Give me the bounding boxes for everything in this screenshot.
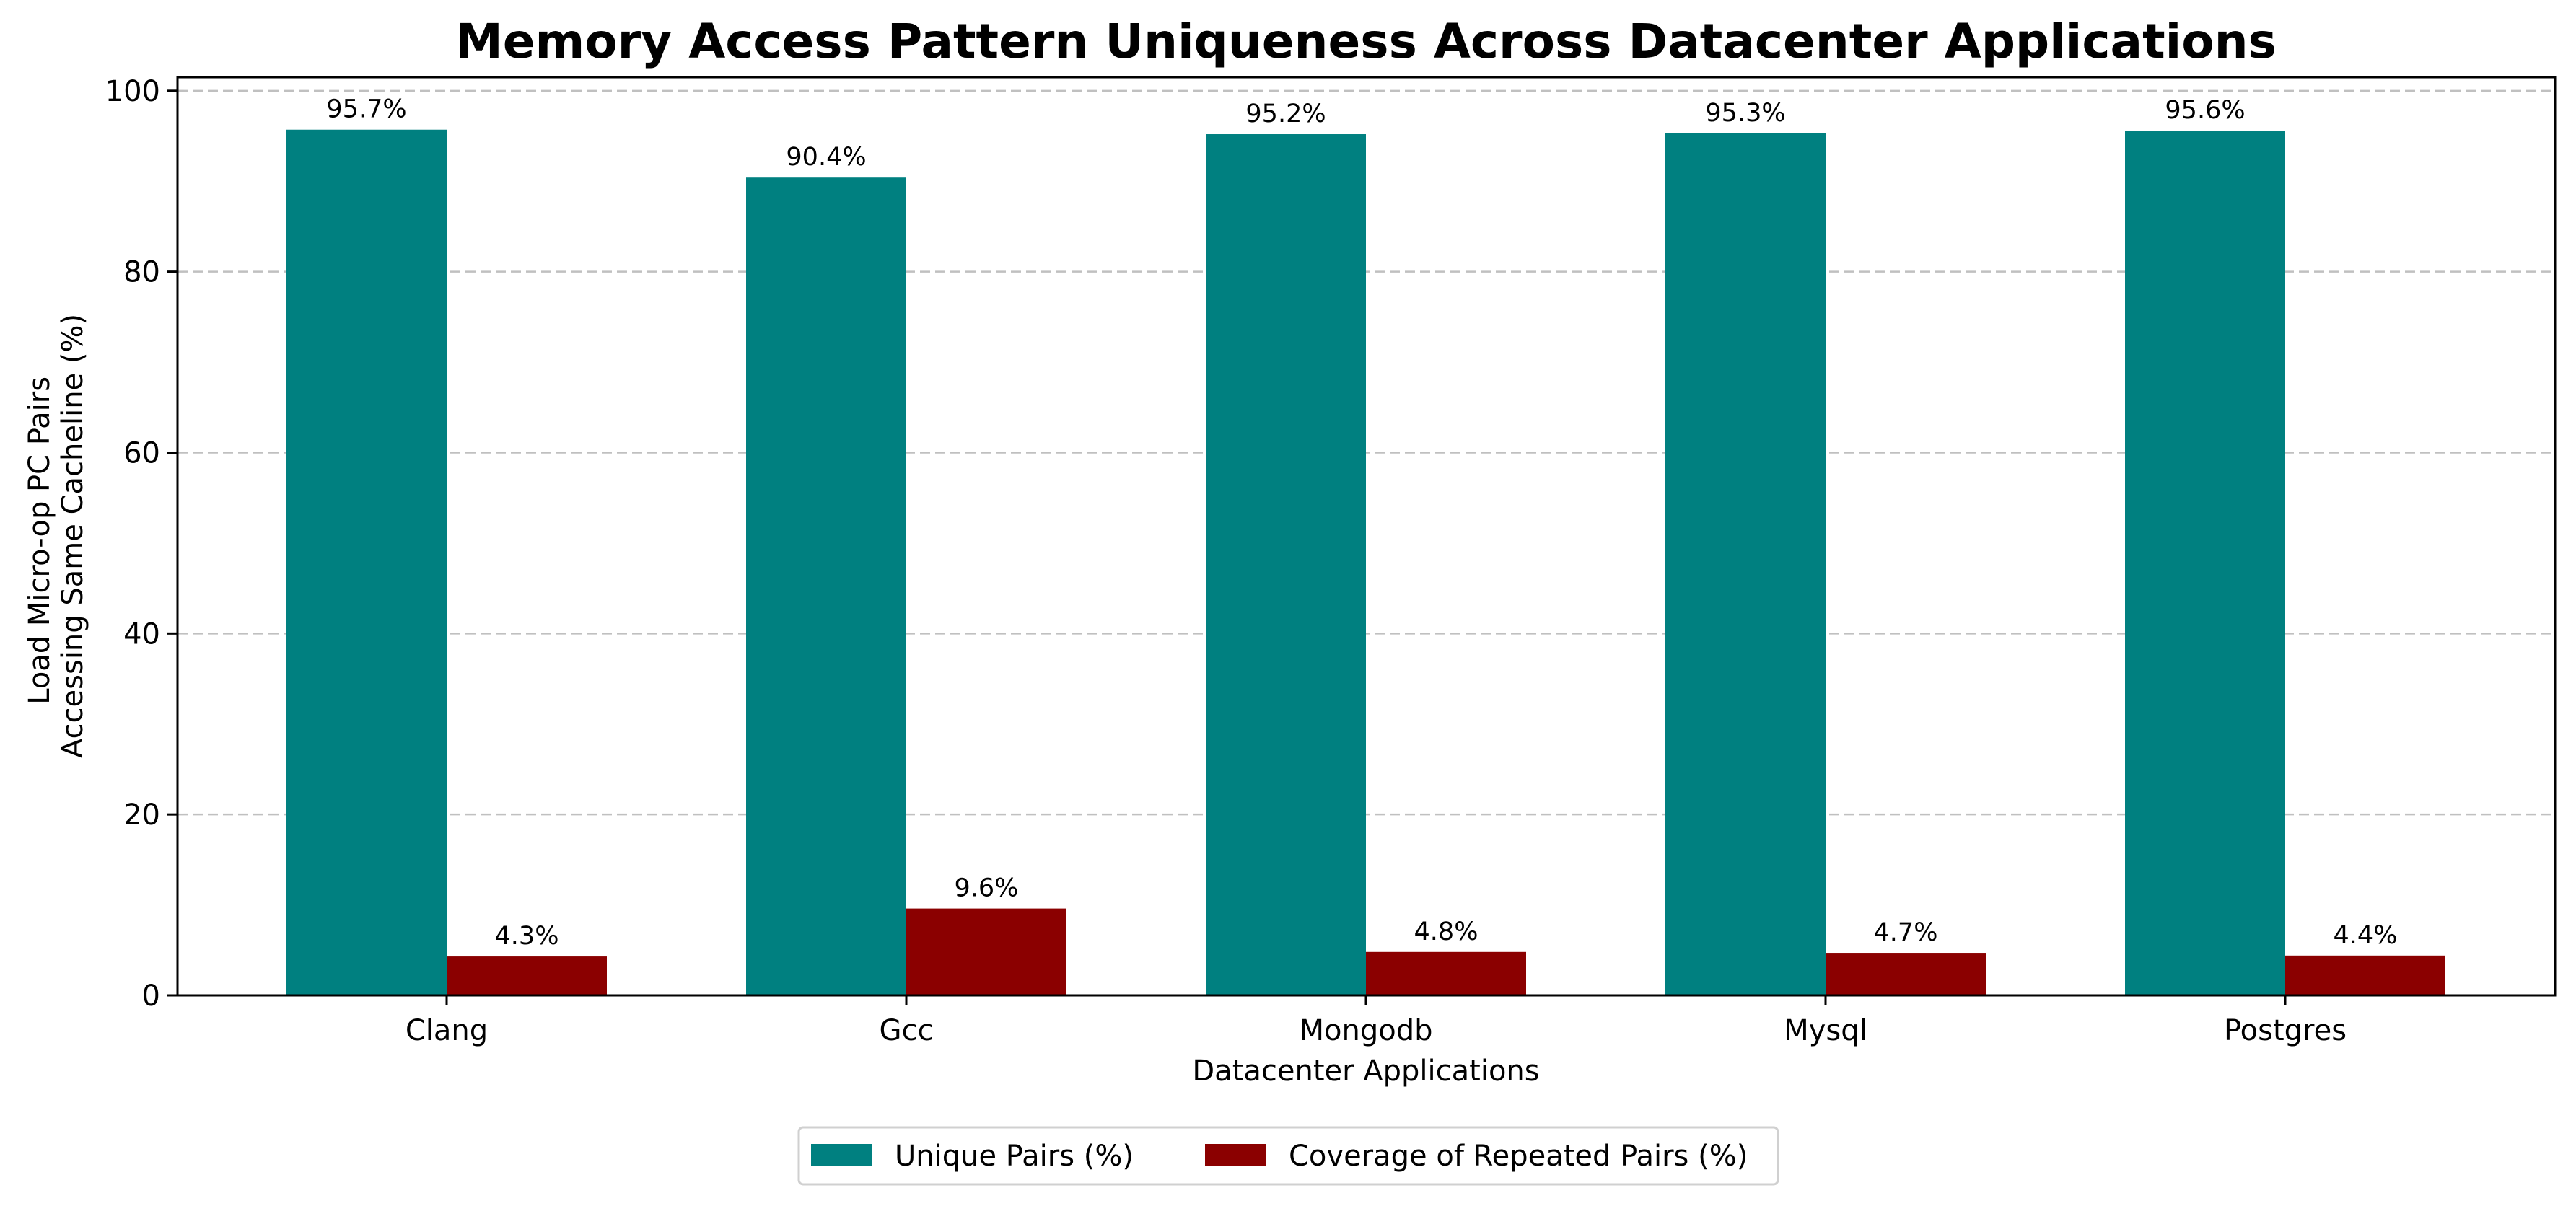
data-label: 4.3% <box>495 922 559 951</box>
x-tick-label: Mysql <box>1784 1014 1867 1047</box>
data-label: 90.4% <box>786 143 866 172</box>
bar-unique-pairs <box>746 177 906 995</box>
x-tick-label: Mongodb <box>1300 1014 1433 1047</box>
bar-unique-pairs <box>2125 130 2285 995</box>
bar-repeated-pairs <box>1826 953 1986 995</box>
data-label: 95.6% <box>2165 96 2245 125</box>
data-label: 4.7% <box>1874 918 1938 947</box>
legend-frame <box>797 1126 1779 1186</box>
x-axis-ticks: Clang Gcc Mongodb Mysql Postgres <box>406 995 2347 1047</box>
legend-label-repeated-pairs: Coverage of Repeated Pairs (%) <box>1289 1140 1748 1173</box>
y-tick-label: 0 <box>142 980 160 1013</box>
x-tick-label: Clang <box>406 1014 488 1047</box>
y-tick-label: 20 <box>123 798 160 832</box>
bar-repeated-pairs <box>447 956 607 995</box>
y-tick-label: 80 <box>123 256 160 289</box>
x-tick-label: Gcc <box>880 1014 934 1047</box>
y-tick-label: 100 <box>105 75 160 108</box>
chart-title: Memory Access Pattern Uniqueness Across … <box>455 14 2277 69</box>
y-axis-label-line-1: Load Micro-op PC Pairs <box>23 377 56 705</box>
y-tick-label: 40 <box>123 617 160 651</box>
data-label: 9.6% <box>955 874 1019 903</box>
data-labels: 95.7% 90.4% 95.2% 95.3% 95.6% 4.3% 9.6% 4.8% 4.7… <box>326 95 2397 951</box>
bar-unique-pairs <box>1206 134 1366 995</box>
y-axis-ticks: 0 20 40 60 80 100 <box>105 75 178 1013</box>
legend: Unique Pairs (%) Coverage of Repeated Pa… <box>797 1126 1779 1186</box>
y-tick-label: 60 <box>123 436 160 470</box>
y-axis-label: Load Micro-op PC Pairs Accessing Same Ca… <box>23 314 89 758</box>
data-label: 95.3% <box>1705 99 1785 128</box>
bar-repeated-pairs <box>906 908 1066 995</box>
bar-repeated-pairs <box>2285 955 2445 995</box>
y-grid <box>178 89 2555 816</box>
bars <box>286 129 2445 995</box>
data-label: 4.4% <box>2334 921 2398 950</box>
x-tick-label: Postgres <box>2224 1014 2347 1047</box>
bar-unique-pairs <box>286 129 447 995</box>
data-label: 95.2% <box>1245 100 1326 128</box>
bar-repeated-pairs <box>1366 951 1526 995</box>
y-axis-label-line-2: Accessing Same Cacheline (%) <box>56 314 89 758</box>
data-label: 4.8% <box>1414 917 1478 946</box>
x-axis-label: Datacenter Applications <box>1192 1055 1539 1088</box>
data-label: 95.7% <box>326 95 406 124</box>
legend-label-unique-pairs: Unique Pairs (%) <box>895 1140 1134 1173</box>
legend-swatch-repeated-pairs <box>1205 1144 1266 1166</box>
legend-swatch-unique-pairs <box>811 1144 872 1166</box>
bar-unique-pairs <box>1665 133 1826 995</box>
